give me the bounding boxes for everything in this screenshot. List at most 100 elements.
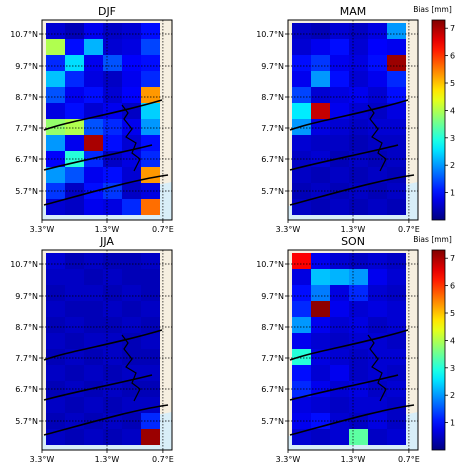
heatmap-cell — [349, 429, 368, 445]
y-tick-label: 5.7°N — [261, 187, 284, 196]
heatmap-cell — [292, 301, 311, 317]
heatmap-cell — [292, 317, 311, 333]
heatmap-cell — [292, 285, 311, 301]
heatmap-cell — [141, 135, 160, 151]
heatmap-cell — [122, 135, 141, 151]
heatmap-cell — [65, 199, 84, 215]
heatmap-cell — [103, 269, 122, 285]
heatmap-cell — [65, 167, 84, 183]
river-line — [43, 99, 163, 131]
heatmap-cell — [84, 167, 103, 183]
heatmap-cell — [84, 285, 103, 301]
heatmap-cell — [349, 135, 368, 151]
heatmap-cell — [122, 317, 141, 333]
colorbar-tick-label: 1 — [450, 189, 455, 198]
heatmap-cell — [368, 381, 387, 397]
y-tick-label: 10.7°N — [256, 30, 284, 39]
heatmap-cell — [349, 285, 368, 301]
heatmap-cell — [141, 269, 160, 285]
y-tick-label: 7.7°N — [15, 124, 38, 133]
heatmap-cell — [387, 135, 406, 151]
heatmap-cell — [141, 349, 160, 365]
heatmap-cell — [311, 253, 330, 269]
heatmap-cell — [349, 199, 368, 215]
heatmap-cell — [65, 87, 84, 103]
heatmap-cell — [103, 365, 122, 381]
heatmap-cell — [368, 285, 387, 301]
heatmap-cell — [349, 39, 368, 55]
heatmap-cell — [292, 167, 311, 183]
colorbar-tick-label: 6 — [450, 52, 455, 61]
heatmap-cell — [387, 167, 406, 183]
heatmap-cell — [292, 87, 311, 103]
y-tick-label: 7.7°N — [15, 354, 38, 363]
heatmap-cell — [387, 119, 406, 135]
heatmap-cell — [330, 71, 349, 87]
heatmap-cell — [141, 87, 160, 103]
heatmap-cell — [46, 269, 65, 285]
heatmap-cell — [368, 39, 387, 55]
heatmap-cell — [368, 333, 387, 349]
river-line — [289, 99, 409, 131]
heatmap-cell — [368, 135, 387, 151]
y-tick-label: 6.7°N — [15, 385, 38, 394]
river-line — [289, 329, 409, 361]
heatmap-cell — [46, 301, 65, 317]
x-tick-label: 3.3°W — [276, 455, 301, 464]
heatmap-cell — [46, 253, 65, 269]
heatmap-cell — [368, 151, 387, 167]
heatmap-cell — [122, 397, 141, 413]
y-tick-label: 8.7°N — [261, 323, 284, 332]
heatmap-cell — [292, 71, 311, 87]
heatmap-cell — [311, 429, 330, 445]
y-tick-label: 9.7°N — [15, 292, 38, 301]
heatmap-cell — [122, 429, 141, 445]
x-tick-label: 1.3°W — [95, 455, 120, 464]
x-tick-label: 0.7°E — [398, 225, 420, 234]
heatmap-cell — [292, 23, 311, 39]
heatmap-cell — [84, 253, 103, 269]
heatmap-cell — [292, 103, 311, 119]
heatmap-cell — [368, 301, 387, 317]
heatmap-cell — [65, 365, 84, 381]
heatmap-cell — [65, 23, 84, 39]
heatmap-cell — [330, 429, 349, 445]
heatmap-cell — [387, 285, 406, 301]
heatmap-cell — [46, 103, 65, 119]
heatmap-cell — [46, 23, 65, 39]
heatmap-cell — [349, 349, 368, 365]
heatmap-cell — [368, 103, 387, 119]
heatmap-cell — [368, 167, 387, 183]
heatmap-cell — [46, 167, 65, 183]
heatmap-cell — [387, 269, 406, 285]
y-tick-label: 9.7°N — [15, 62, 38, 71]
heatmap-cell — [65, 397, 84, 413]
y-tick-label: 10.7°N — [256, 260, 284, 269]
heatmap-cell — [349, 23, 368, 39]
heatmap-cell — [65, 253, 84, 269]
heatmap-cell — [103, 167, 122, 183]
heatmap-cell — [46, 317, 65, 333]
heatmap-cell — [122, 23, 141, 39]
heatmap-cell — [46, 55, 65, 71]
colorbar-label: Bias [mm] — [413, 5, 452, 14]
heatmap-cell — [141, 253, 160, 269]
heatmap-cell — [65, 55, 84, 71]
heatmap-cell — [141, 119, 160, 135]
colorbar-gradient — [431, 19, 446, 221]
heatmap-cell — [387, 103, 406, 119]
river-line — [289, 374, 399, 401]
heatmap-cell — [103, 23, 122, 39]
heatmap-cell — [103, 333, 122, 349]
heatmap-cell — [311, 285, 330, 301]
heatmap-cell — [84, 317, 103, 333]
heatmap-cell — [141, 71, 160, 87]
heatmap-cell — [330, 135, 349, 151]
y-tick-label: 8.7°N — [261, 93, 284, 102]
lake-outline — [121, 334, 141, 402]
colorbar-tick-label: 5 — [450, 79, 455, 88]
heatmap-cell — [311, 87, 330, 103]
y-tick-label: 9.7°N — [261, 292, 284, 301]
heatmap-cell — [46, 397, 65, 413]
heatmap-cell — [330, 23, 349, 39]
